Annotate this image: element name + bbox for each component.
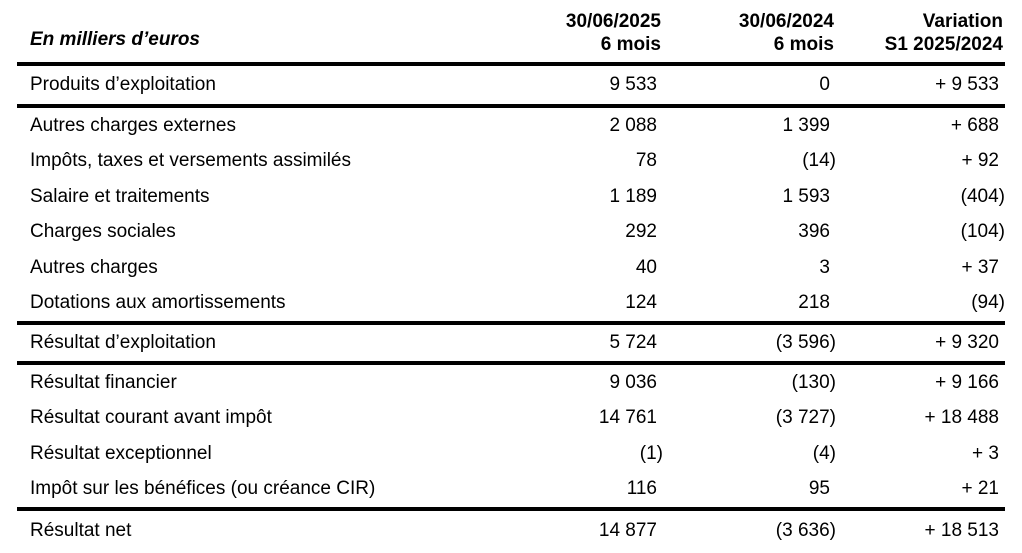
value-2024: (14) <box>802 150 836 172</box>
row-label: Impôt sur les bénéfices (ou créance CIR) <box>17 472 467 511</box>
value-2025: (1) <box>639 442 663 464</box>
column-header-2024-period: 6 mois <box>773 34 834 55</box>
table-row: Impôt sur les bénéfices (ou créance CIR)… <box>17 472 1005 511</box>
value-variation: + 9 533 <box>836 66 1005 108</box>
table-row: Résultat exceptionnel (1) (4) + 3 <box>17 436 1005 472</box>
row-label: Résultat net <box>30 520 132 541</box>
value-2024: 0 <box>663 66 836 108</box>
row-label: Charges sociales <box>30 221 176 243</box>
value-2024: 95 <box>663 472 836 511</box>
value-2025: 9 036 <box>609 371 657 393</box>
header-row: En milliers d’euros 30/06/2025 6 mois 30… <box>17 0 1005 66</box>
column-header-2025-period: 6 mois <box>600 34 661 55</box>
value-variation: (94) <box>836 286 1005 325</box>
value-2024: 1 399 <box>782 114 830 136</box>
value-variation: + 3 <box>972 442 999 464</box>
value-variation: + 21 <box>836 472 1005 511</box>
row-label: Autres charges <box>30 256 158 278</box>
unit-header: En milliers d’euros <box>17 0 467 66</box>
column-header-2025: 30/06/2025 6 mois <box>467 0 663 66</box>
column-header-2024-date: 30/06/2024 <box>738 11 834 32</box>
row-label: Dotations aux amortissements <box>17 286 467 325</box>
row-label: Résultat d’exploitation <box>17 325 467 365</box>
row-label: Résultat financier <box>30 371 177 393</box>
table-row: Dotations aux amortissements 124 218 (94… <box>17 286 1005 325</box>
value-2024: (3 636) <box>775 520 836 541</box>
value-2024: (3 596) <box>663 325 836 365</box>
value-variation: + 18 513 <box>924 520 1000 541</box>
value-2024: (130) <box>791 371 836 393</box>
table-row: Autres charges externes 2 088 1 399 + 68… <box>17 108 1005 144</box>
row-label: Impôts, taxes et versements assimilés <box>30 150 351 172</box>
value-2024: 218 <box>663 286 836 325</box>
value-2025: 14 761 <box>598 407 657 429</box>
column-header-variation-title: Variation <box>922 11 1003 32</box>
row-label: Résultat exceptionnel <box>30 442 212 464</box>
value-variation: + 18 488 <box>924 407 1000 429</box>
value-2024: 396 <box>798 221 830 243</box>
value-2024: (3 727) <box>775 407 836 429</box>
value-variation: + 37 <box>961 256 999 278</box>
table-row: Charges sociales 292 396 (104) <box>17 215 1005 251</box>
value-2025: 9 533 <box>467 66 663 108</box>
column-header-2024: 30/06/2024 6 mois <box>663 0 836 66</box>
value-2025: 116 <box>467 472 663 511</box>
value-variation: + 9 320 <box>836 325 1005 365</box>
value-variation: (404) <box>960 185 1005 207</box>
table-row: Résultat net 14 877 (3 636) + 18 513 <box>17 511 1005 551</box>
value-2025: 124 <box>467 286 663 325</box>
table-body: Produits d’exploitation 9 533 0 + 9 533 … <box>17 66 1005 551</box>
value-2025: 40 <box>635 256 657 278</box>
value-2024: 1 593 <box>782 185 830 207</box>
row-label: Autres charges externes <box>30 114 236 136</box>
value-2025: 5 724 <box>467 325 663 365</box>
value-variation: + 92 <box>961 150 999 172</box>
row-label: Produits d’exploitation <box>17 66 467 108</box>
table-row: Impôts, taxes et versements assimilés 78… <box>17 144 1005 180</box>
column-header-variation: Variation S1 2025/2024 <box>836 0 1005 66</box>
table-row: Résultat courant avant impôt 14 761 (3 7… <box>17 401 1005 437</box>
value-2025: 2 088 <box>609 114 657 136</box>
table-header: En milliers d’euros 30/06/2025 6 mois 30… <box>17 0 1005 66</box>
table-row: Autres charges 40 3 + 37 <box>17 250 1005 286</box>
table-row: Résultat d’exploitation 5 724 (3 596) + … <box>17 325 1005 365</box>
value-variation: (104) <box>960 221 1005 243</box>
value-variation: + 688 <box>950 114 999 136</box>
value-2024: 3 <box>819 256 830 278</box>
value-variation: + 9 166 <box>935 371 999 393</box>
column-header-variation-period: S1 2025/2024 <box>884 34 1003 55</box>
value-2025: 1 189 <box>609 185 657 207</box>
income-statement-table: En milliers d’euros 30/06/2025 6 mois 30… <box>17 0 1005 551</box>
row-label: Salaire et traitements <box>30 185 210 207</box>
value-2025: 14 877 <box>598 520 657 541</box>
value-2025: 78 <box>635 150 657 172</box>
value-2025: 292 <box>625 221 657 243</box>
column-header-2025-date: 30/06/2025 <box>565 11 661 32</box>
row-label: Résultat courant avant impôt <box>30 407 272 429</box>
table-row: Produits d’exploitation 9 533 0 + 9 533 <box>17 66 1005 108</box>
value-2024: (4) <box>812 442 836 464</box>
table-row: Résultat financier 9 036 (130) + 9 166 <box>17 365 1005 401</box>
table-row: Salaire et traitements 1 189 1 593 (404) <box>17 179 1005 215</box>
